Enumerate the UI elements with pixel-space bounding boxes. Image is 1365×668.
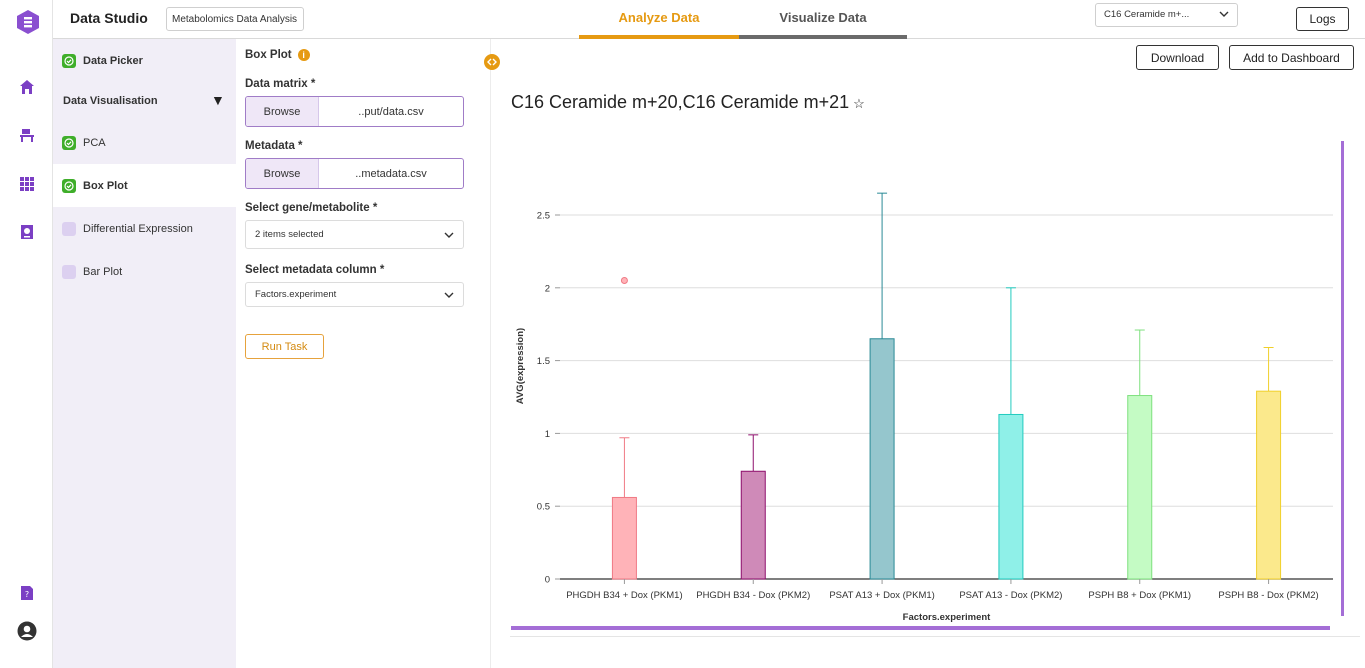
- y-tick-label: 2: [545, 283, 550, 294]
- user-avatar-icon[interactable]: [16, 620, 38, 642]
- data-matrix-browse-button[interactable]: Browse: [246, 97, 319, 126]
- info-icon[interactable]: i: [297, 49, 310, 61]
- star-icon[interactable]: ☆: [853, 96, 865, 111]
- gene-select-label: Select gene/metabolite *: [245, 202, 378, 214]
- box: [611, 496, 637, 580]
- y-tick-label: 0.5: [537, 502, 550, 513]
- logo-icon[interactable]: [16, 10, 40, 34]
- data-matrix-label: Data matrix *: [245, 78, 316, 90]
- sidebar-item-bar-plot[interactable]: Bar Plot: [53, 250, 236, 293]
- dataset-icon[interactable]: [16, 221, 38, 243]
- icon-rail: ?: [0, 0, 53, 668]
- form-title-text: Box Plot: [245, 49, 292, 62]
- project-name-input[interactable]: [166, 7, 304, 31]
- metabolite-select[interactable]: C16 Ceramide m+...: [1095, 3, 1238, 27]
- logs-button[interactable]: Logs: [1296, 7, 1349, 31]
- chart-accent-bar-bottom: [511, 626, 1330, 630]
- gene-select-value: 2 items selected: [255, 229, 324, 240]
- chart-accent-bar-right: [1341, 141, 1344, 616]
- gene-metabolite-select[interactable]: 2 items selected: [245, 220, 464, 249]
- check-icon: [62, 53, 76, 68]
- data-matrix-file-field[interactable]: Browse ..put/data.csv: [245, 96, 464, 127]
- x-tick-label: PHGDH B34 + Dox (PKM1): [566, 590, 682, 601]
- metabolite-select-value: C16 Ceramide m+...: [1104, 9, 1190, 20]
- chart-title-text: C16 Ceramide m+20,C16 Ceramide m+21: [511, 92, 850, 112]
- check-icon: [62, 178, 76, 193]
- x-tick-label: PSAT A13 + Dox (PKM1): [829, 590, 935, 601]
- svg-text:?: ?: [25, 590, 29, 599]
- top-bar: Data Studio Analyze Data Visualize Data …: [53, 0, 1365, 39]
- sidebar-item-label: PCA: [83, 136, 106, 149]
- sidebar-item-label: Box Plot: [83, 179, 128, 192]
- column-select-value: Factors.experiment: [255, 289, 337, 300]
- chevron-down-icon: [443, 289, 455, 304]
- divider: [510, 636, 1360, 637]
- unchecked-box-icon: [62, 221, 76, 236]
- sidebar-item-label: Data Picker: [83, 54, 143, 67]
- help-doc-icon[interactable]: ?: [16, 582, 38, 604]
- download-button[interactable]: Download: [1136, 45, 1219, 70]
- data-matrix-filename: ..put/data.csv: [358, 105, 424, 118]
- app-title: Data Studio: [70, 10, 148, 26]
- collapse-triangle-icon[interactable]: ▼: [211, 92, 225, 108]
- y-axis-title: AVG(expression): [515, 328, 526, 404]
- x-tick-label: PSAT A13 - Dox (PKM2): [959, 590, 1062, 601]
- tab-analyze-data[interactable]: Analyze Data: [579, 0, 739, 39]
- run-task-button[interactable]: Run Task: [245, 334, 324, 359]
- check-icon: [62, 135, 76, 150]
- analysis-sidebar: Data Picker Data Visualisation ▼ PCA Box…: [53, 39, 236, 668]
- x-tick-label: PSPH B8 + Dox (PKM1): [1088, 590, 1191, 601]
- sidebar-item-label: Bar Plot: [83, 265, 123, 278]
- workbench-icon[interactable]: [16, 124, 38, 146]
- box-plot-chart: 0 0.5 1 1.5 2 2.5 PHGDH B34 + Dox (PKM1) PHGDH …: [511, 141, 1344, 630]
- x-axis-title: Factors.experiment: [903, 612, 991, 623]
- panel-collapse-icon[interactable]: [484, 54, 500, 70]
- home-icon[interactable]: [16, 76, 38, 98]
- box: [1256, 390, 1282, 580]
- chevron-down-icon: [1218, 8, 1230, 23]
- metadata-column-label: Select metadata column *: [245, 264, 385, 276]
- box-plot-form: Box Plot i Data matrix * Browse ..put/dat…: [236, 39, 491, 668]
- chart-title: C16 Ceramide m+20,C16 Ceramide m+21 ☆: [511, 92, 865, 113]
- metadata-filename: ..metadata.csv: [355, 167, 427, 180]
- y-tick-label: 0: [545, 575, 550, 586]
- sidebar-item-data-picker[interactable]: Data Picker: [53, 39, 236, 82]
- metadata-browse-button[interactable]: Browse: [246, 159, 319, 188]
- form-title: Box Plot i: [245, 49, 310, 61]
- metadata-label: Metadata *: [245, 140, 303, 152]
- metadata-column-select[interactable]: Factors.experiment: [245, 282, 464, 307]
- box: [1127, 395, 1153, 580]
- y-tick-label: 1.5: [537, 356, 550, 367]
- add-to-dashboard-button[interactable]: Add to Dashboard: [1229, 45, 1354, 70]
- unchecked-box-icon: [62, 264, 76, 279]
- y-tick-label: 2.5: [537, 211, 550, 222]
- sidebar-item-differential-expression[interactable]: Differential Expression: [53, 207, 236, 250]
- box: [740, 470, 766, 580]
- tab-visualize-data[interactable]: Visualize Data: [739, 0, 907, 39]
- sidebar-item-label: Differential Expression: [83, 222, 193, 235]
- chevron-down-icon: [443, 229, 455, 244]
- y-tick-label: 1: [545, 429, 550, 440]
- metadata-file-field[interactable]: Browse ..metadata.csv: [245, 158, 464, 189]
- sidebar-item-box-plot[interactable]: Box Plot: [53, 164, 236, 207]
- apps-grid-icon[interactable]: [16, 173, 38, 195]
- x-tick-label: PHGDH B34 - Dox (PKM2): [696, 590, 810, 601]
- x-tick-label: PSPH B8 - Dox (PKM2): [1218, 590, 1318, 601]
- sidebar-section-title: Data Visualisation: [63, 95, 158, 107]
- sidebar-item-pca[interactable]: PCA: [53, 121, 236, 164]
- box: [869, 338, 895, 580]
- box: [998, 413, 1024, 580]
- outlier-point: [620, 277, 628, 285]
